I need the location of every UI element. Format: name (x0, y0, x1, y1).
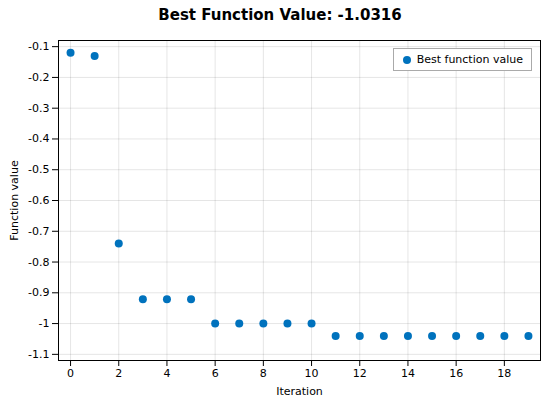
svg-text:-0.3: -0.3 (28, 102, 49, 115)
svg-text:-1.1: -1.1 (28, 348, 49, 361)
svg-text:-0.9: -0.9 (28, 286, 49, 299)
svg-text:-0.6: -0.6 (28, 194, 49, 207)
svg-text:-0.5: -0.5 (28, 163, 49, 176)
svg-text:-0.7: -0.7 (28, 225, 49, 238)
svg-text:-1: -1 (39, 317, 50, 330)
svg-text:12: 12 (353, 367, 367, 380)
svg-text:-0.2: -0.2 (28, 71, 49, 84)
svg-text:6: 6 (212, 367, 219, 380)
html-text:Best Function Value: -1.0316: Best Function Value: -1.0316 (158, 6, 402, 24)
svg-text:2: 2 (115, 367, 122, 380)
svg-text:18: 18 (497, 367, 511, 380)
svg-text:-0.1: -0.1 (28, 40, 49, 53)
svg-text:16: 16 (449, 367, 463, 380)
svg-text:-0.4: -0.4 (28, 132, 49, 145)
svg-text:4: 4 (163, 367, 170, 380)
svg-text:Iteration: Iteration (276, 385, 323, 398)
html-text:Best function value: Best function value (416, 53, 523, 66)
svg-text:Function value: Function value (8, 160, 21, 241)
svg-text:8: 8 (260, 367, 267, 380)
svg-text:14: 14 (401, 367, 415, 380)
svg-text:-0.8: -0.8 (28, 256, 49, 269)
svg-text:10: 10 (305, 367, 319, 380)
svg-text:0: 0 (67, 367, 74, 380)
